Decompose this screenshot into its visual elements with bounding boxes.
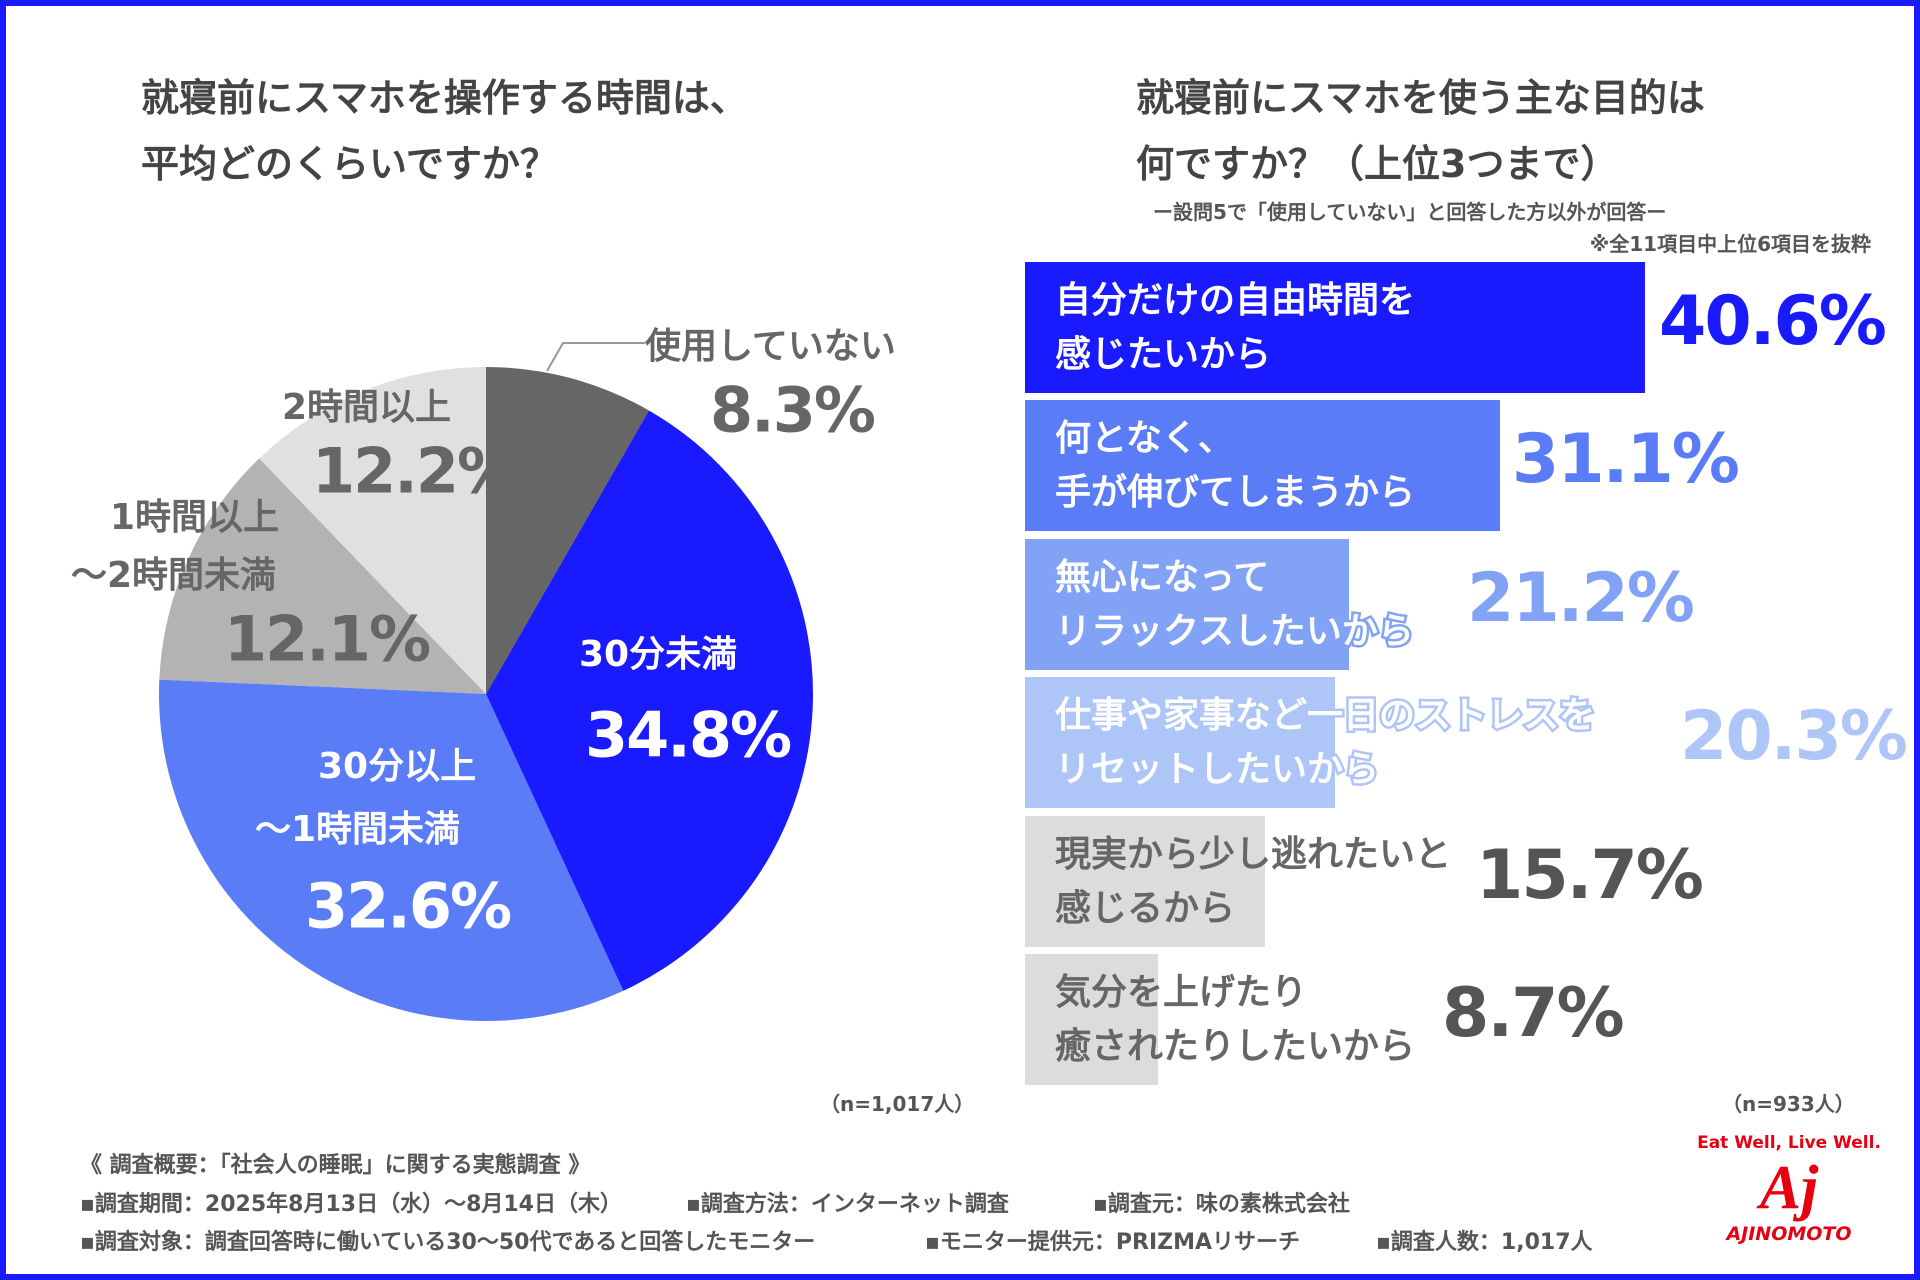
pie-value: 12.1% (224, 602, 431, 676)
logo-tagline: Eat Well, Live Well. (1697, 1133, 1881, 1153)
pie-slice (158, 679, 624, 1022)
logo-name: AJINOMOTO (1726, 1223, 1852, 1245)
bar-label-line: 気分を上げたり (1055, 972, 1308, 1013)
pie-title-line: 就寝前にスマホを操作する時間は、 (141, 76, 748, 120)
ajinomoto-logo: Eat Well, Live Well. Aj AJINOMOTO (1696, 1133, 1882, 1245)
bar-sample-size: （n=933人） (1722, 1092, 1855, 1116)
pie-label: 30分以上 (318, 746, 477, 787)
bar-label-line: 手が伸びてしまうから (1055, 472, 1416, 514)
bar-label: 無心になってリラックスしたいから (1053, 551, 1417, 659)
bar (1025, 677, 1335, 809)
bar-label: 自分だけの自由時間を 感じたいから (1055, 274, 1415, 382)
pie-title-line: 平均どのくらいですか？ (141, 142, 558, 186)
bar-label-line: 何となく、 (1055, 418, 1234, 460)
footer-item: ▪調査期間：2025年8月13日（水）～8月14日（木） (80, 1192, 622, 1217)
footer-item: ▪調査方法：インターネット調査 (686, 1192, 1009, 1217)
pie-slice (486, 367, 649, 694)
pie-title: 就寝前にスマホを操作する時間は、 平均どのくらいですか？ (141, 65, 748, 197)
bar (1025, 815, 1265, 947)
bar-value: 8.7% (1442, 974, 1625, 1053)
bar-label-line: 無心になって (1053, 554, 1272, 600)
bar-note: ※全11項目中上位6項目を抜粋 (1589, 232, 1871, 256)
bar-label-line: リラックスしたいから (1053, 608, 1417, 654)
bar-value: 21.2% (1467, 558, 1695, 638)
footer-heading: 《 調査概要：「社会人の睡眠」に関する実態調査 》 (80, 1153, 591, 1178)
bar (1025, 538, 1349, 670)
pie-value: 34.8% (585, 698, 792, 772)
bar-value: 20.3% (1680, 697, 1908, 777)
bar-label-line: リセットしたいから (1052, 747, 1381, 793)
pie-sample-size: （n=1,017人） (820, 1092, 975, 1116)
pie-slice (486, 410, 814, 991)
footer-item: ▪モニター提供元：PRIZMAリサーチ (925, 1230, 1301, 1255)
leader-line (546, 342, 645, 372)
pie-slice (159, 458, 486, 694)
pie-value: 12.2% (312, 434, 519, 508)
footer-item: ▪調査人数：1,017人 (1376, 1230, 1593, 1255)
logo-mark: Aj (1759, 1154, 1819, 1222)
footer-item: ▪調査元：味の素株式会社 (1093, 1192, 1350, 1217)
bar-label-line: 感じたいから (1055, 334, 1272, 375)
bar-label-line: 感じるから (1055, 887, 1236, 929)
pie-label: 30分未満 (579, 634, 738, 675)
bar-subtitle: ー設問5で「使用していない」と回答した方以外が回答ー (1153, 200, 1667, 224)
bar-label: 現実から少し逃れたいと 感じるから (1055, 828, 1451, 936)
pie-label: ～1時間未満 (255, 809, 461, 850)
footer-item: ▪調査対象：調査回答時に働いている30～50代であると回答したモニター (80, 1230, 816, 1255)
bar-label: 仕事や家事など一日のストレスを リセットしたいから (1052, 689, 1597, 797)
pie-value: 8.3% (710, 373, 876, 447)
pie-label: 1時間以上 (110, 497, 280, 538)
pie-label: ～2時間未満 (71, 555, 277, 596)
bar (1025, 262, 1645, 393)
bar-label-line: 現実から少し逃れたいと (1055, 833, 1452, 875)
bar-title-line: 何ですか？（上位3つまで） (1136, 142, 1619, 186)
bar-title-line: 就寝前にスマホを使う主な目的は (1136, 76, 1705, 120)
pie-label: 2時間以上 (282, 387, 452, 428)
bar-value: 40.6% (1659, 282, 1887, 361)
pie-value: 32.6% (305, 869, 512, 943)
bar-value: 15.7% (1476, 835, 1704, 915)
bar-label: 何となく、手が伸びてしまうから (1055, 412, 1415, 520)
bar-title: 就寝前にスマホを使う主な目的は 何ですか？（上位3つまで） (1136, 65, 1705, 197)
bar-value: 31.1% (1512, 420, 1740, 500)
bar (1025, 400, 1500, 532)
bar-label-line: 癒されたりしたいから (1055, 1026, 1416, 1067)
bar-label-line: 仕事や家事など一日のストレスを (1052, 693, 1597, 739)
bar-label-line: 自分だけの自由時間を (1055, 280, 1416, 321)
bar (1025, 954, 1158, 1085)
pie-slice (259, 367, 486, 694)
pie-label: 使用していない (645, 326, 896, 367)
bar-label: 気分を上げたり癒されたりしたいから (1055, 966, 1415, 1074)
